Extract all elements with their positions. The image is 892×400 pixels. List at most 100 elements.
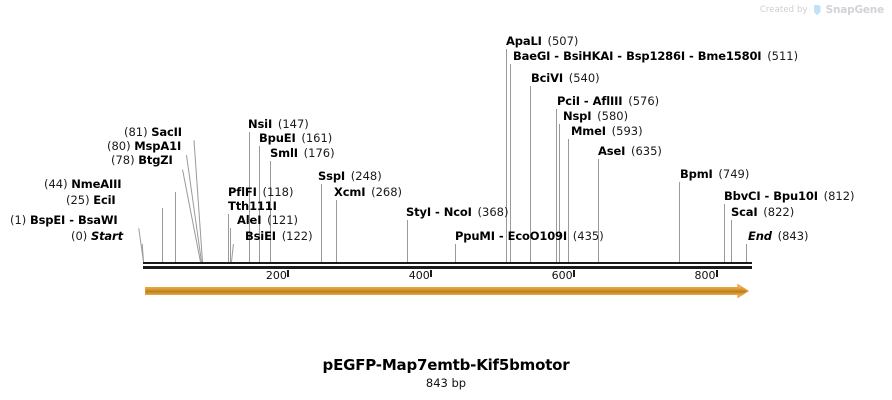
ruler-tick (572, 270, 575, 277)
site-position: (593) (611, 124, 643, 138)
site-position: (0) (71, 229, 88, 243)
site-label-pflfi[interactable]: PflFI (118) (228, 186, 293, 199)
orf-arrow (145, 284, 750, 298)
site-label-tth111i[interactable]: Tth111I (228, 200, 277, 213)
site-position: (248) (350, 169, 382, 183)
enzyme-name: PciI (557, 94, 580, 108)
site-position: (635) (630, 144, 662, 158)
site-label-styi-ncoi[interactable]: StyI - NcoI (368) (406, 206, 508, 219)
site-position: (121) (267, 213, 299, 227)
site-label-end[interactable]: End (843) (748, 230, 809, 243)
enzyme-name: PflFI (228, 185, 257, 199)
leader-line (568, 139, 569, 262)
site-position: (540) (568, 71, 600, 85)
site-position: (435) (572, 229, 604, 243)
site-label-mmei[interactable]: MmeI (593) (571, 125, 643, 138)
leader-line (321, 184, 322, 262)
leader-line (141, 244, 144, 263)
enzyme-separator: - (579, 94, 593, 108)
site-label-sspi[interactable]: SspI (248) (318, 170, 382, 183)
site-label-apali[interactable]: ApaLI (507) (506, 35, 578, 48)
site-position: (507) (547, 34, 579, 48)
leader-line (731, 220, 732, 262)
site-position: (176) (303, 146, 335, 160)
enzyme-name: Tth111I (228, 199, 277, 213)
watermark-brand-label: SnapGene (825, 4, 885, 16)
site-position: (368) (477, 205, 509, 219)
enzyme-name: Bsp1286I (626, 49, 686, 63)
enzyme-name: BsiHKAI (563, 49, 614, 63)
leader-line (724, 204, 725, 262)
site-label-nsii[interactable]: NsiI (147) (248, 118, 309, 131)
site-position: (118) (262, 185, 294, 199)
site-label-bspei-bsawi[interactable]: (1) BspEI - BsaWI (10, 214, 118, 227)
site-label-asei[interactable]: AseI (635) (598, 145, 662, 158)
site-label-baegi-bsihkai-bsp1286i-bme1580i[interactable]: BaeGI - BsiHKAI - Bsp1286I - Bme1580I (5… (513, 50, 798, 63)
site-label-bcivi[interactable]: BciVI (540) (531, 72, 600, 85)
site-position: (81) (124, 125, 148, 139)
site-position: (147) (277, 117, 309, 131)
ruler-label-600: 600 (551, 269, 573, 282)
enzyme-separator: - (494, 229, 508, 243)
leader-line (249, 132, 250, 262)
ruler-label-800: 800 (694, 269, 716, 282)
enzyme-name: NmeAIII (71, 177, 122, 191)
enzyme-name: BpmI (680, 167, 713, 181)
enzyme-name: ScaI (731, 205, 758, 219)
enzyme-name: NcoI (443, 205, 472, 219)
enzyme-name: MspA1I (134, 139, 182, 153)
site-label-nmeaiii[interactable]: (44) NmeAIII (44, 177, 122, 191)
site-label-start[interactable]: (0) Start (71, 230, 123, 243)
enzyme-name: BsaWI (77, 213, 118, 227)
leader-line (559, 124, 560, 262)
orf-arrow-shape (145, 284, 750, 298)
leader-line (175, 192, 176, 262)
site-position: (580) (597, 109, 629, 123)
enzyme-name: End (748, 229, 772, 243)
backbone-line-top (143, 262, 752, 264)
site-label-bsiei[interactable]: BsiEI (122) (245, 230, 313, 243)
site-position: (843) (777, 229, 809, 243)
leader-line (455, 244, 456, 262)
leader-line (598, 159, 599, 262)
site-label-nspi[interactable]: NspI (580) (563, 110, 628, 123)
enzyme-name: SmlI (270, 146, 298, 160)
site-label-xcmi[interactable]: XcmI (268) (334, 186, 402, 199)
enzyme-name: SacII (151, 125, 182, 139)
site-label-ecii[interactable]: (25) EciI (66, 194, 116, 207)
title-block: pEGFP-Map7emtb-Kif5bmotor 843 bp (0, 356, 892, 390)
site-label-ppumi-ecoo109i[interactable]: PpuMI - EcoO109I (435) (455, 230, 604, 243)
site-label-mspa1i[interactable]: (80) MspA1I (107, 140, 181, 153)
site-position: (78) (111, 153, 135, 167)
site-position: (822) (763, 205, 795, 219)
leader-line (270, 161, 271, 262)
site-label-bbvci-bpu10i[interactable]: BbvCI - Bpu10I (812) (724, 190, 855, 203)
site-label-bpuei[interactable]: BpuEI (161) (259, 132, 332, 145)
site-position: (122) (281, 229, 313, 243)
enzyme-name: AleI (237, 213, 262, 227)
leader-line (162, 208, 163, 262)
site-label-alei[interactable]: AleI (121) (237, 214, 298, 227)
site-label-smli[interactable]: SmlI (176) (270, 147, 335, 160)
leader-line (407, 220, 408, 262)
site-label-bpmi[interactable]: BpmI (749) (680, 168, 749, 181)
enzyme-name: AflIII (592, 94, 623, 108)
site-label-sacii[interactable]: (81) SacII (124, 126, 182, 139)
enzyme-name: AseI (598, 144, 626, 158)
leader-line (231, 244, 234, 263)
leader-line (185, 154, 202, 263)
enzyme-name: PpuMI (455, 229, 495, 243)
ruler-label-200: 200 (265, 269, 287, 282)
enzyme-name: NsiI (248, 117, 273, 131)
leader-line (530, 86, 531, 262)
site-position: (44) (44, 177, 68, 191)
enzyme-name: EcoO109I (507, 229, 568, 243)
enzyme-name: BaeGI (513, 49, 551, 63)
site-label-scai[interactable]: ScaI (822) (731, 206, 794, 219)
site-label-btgzi[interactable]: (78) BtgZI (111, 154, 173, 167)
leader-line (336, 200, 337, 262)
ruler-tick (715, 270, 718, 277)
leader-line (510, 64, 511, 262)
site-label-pcii-afliii[interactable]: PciI - AflIII (576) (557, 95, 659, 108)
site-position: (812) (823, 189, 855, 203)
